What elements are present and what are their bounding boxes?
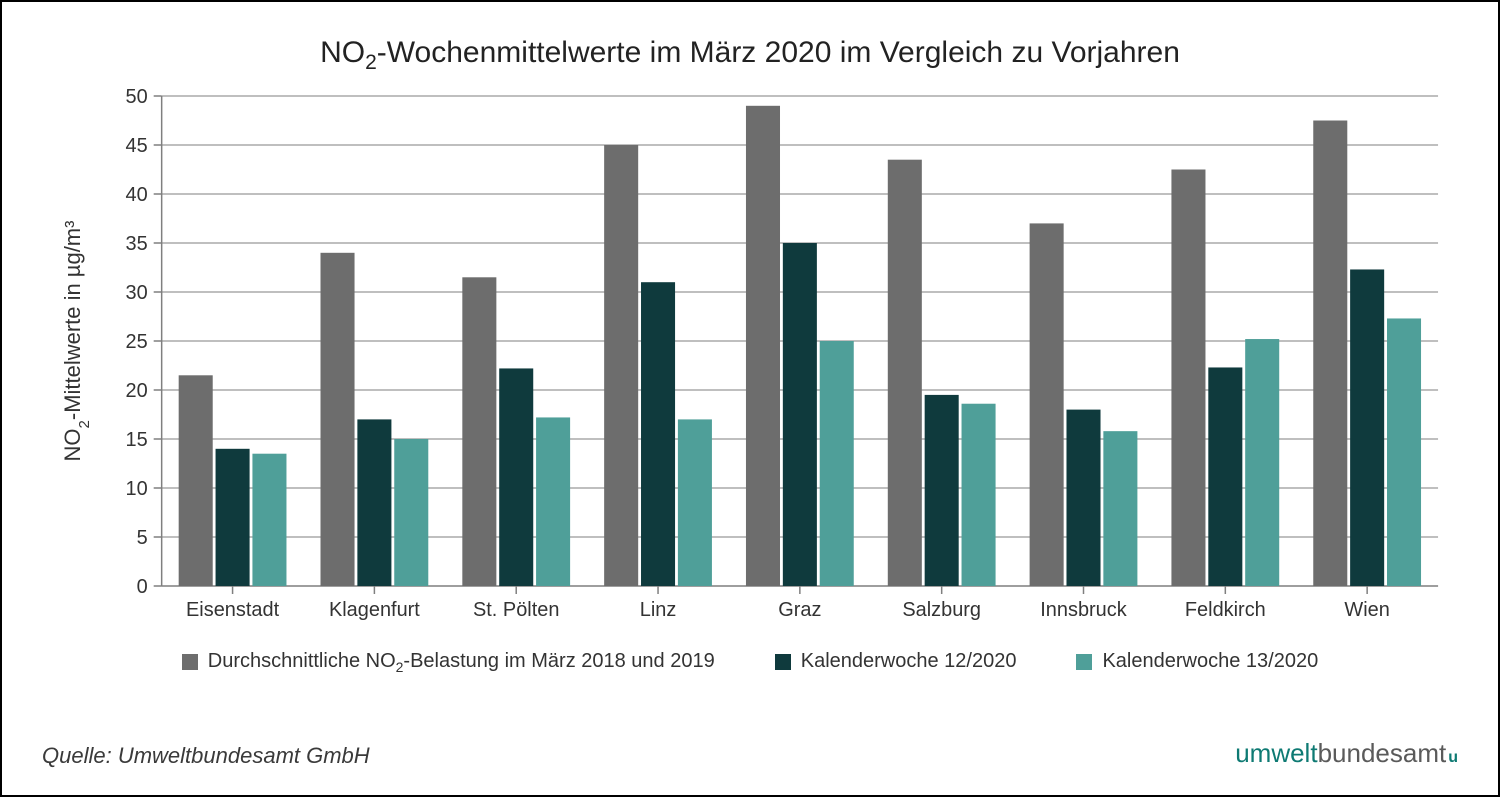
bar <box>1030 223 1064 586</box>
svg-text:Feldkirch: Feldkirch <box>1185 599 1266 621</box>
legend-swatch <box>1076 654 1092 670</box>
title-prefix: NO <box>320 36 365 69</box>
bar <box>1171 170 1205 587</box>
bar <box>888 160 922 586</box>
svg-text:Salzburg: Salzburg <box>902 599 981 621</box>
svg-text:Graz: Graz <box>778 599 821 621</box>
bar <box>536 417 570 586</box>
svg-text:NO2-Mittelwerte in µg/m³: NO2-Mittelwerte in µg/m³ <box>60 221 92 462</box>
bar <box>820 341 854 586</box>
svg-text:Klagenfurt: Klagenfurt <box>329 599 420 621</box>
svg-text:Wien: Wien <box>1344 599 1389 621</box>
bar <box>1103 431 1137 586</box>
svg-text:Eisenstadt: Eisenstadt <box>186 599 280 621</box>
svg-text:35: 35 <box>126 233 148 255</box>
bar <box>357 419 391 586</box>
svg-text:St. Pölten: St. Pölten <box>473 599 559 621</box>
bar <box>1350 269 1384 586</box>
bar <box>1313 121 1347 587</box>
brand-part-1: umwelt <box>1235 738 1317 769</box>
svg-text:20: 20 <box>126 380 148 402</box>
legend-label: Kalenderwoche 13/2020 <box>1102 650 1318 673</box>
bar <box>394 439 428 586</box>
chart-title: NO2-Wochenmittelwerte im März 2020 im Ve… <box>42 36 1458 70</box>
svg-text:0: 0 <box>137 576 148 598</box>
bar <box>1066 410 1100 586</box>
bar <box>962 404 996 586</box>
bar <box>641 282 675 586</box>
bar <box>1387 318 1421 586</box>
legend-item: Durchschnittliche NO2-Belastung im März … <box>182 650 715 673</box>
legend-item: Kalenderwoche 13/2020 <box>1076 650 1318 673</box>
bar <box>321 253 355 586</box>
legend-swatch <box>182 654 198 670</box>
svg-text:50: 50 <box>126 86 148 108</box>
bar <box>604 145 638 586</box>
brand-logo: umweltbundesamtu <box>1235 738 1458 769</box>
chart-frame: NO2-Wochenmittelwerte im März 2020 im Ve… <box>0 0 1500 797</box>
title-sub: 2 <box>365 51 377 74</box>
chart-area: 0 5 10 15 20 25 30 35 40 45 50 NO2-Mittelwerte in µ… <box>42 76 1458 636</box>
legend-label: Durchschnittliche NO2-Belastung im März … <box>208 650 715 673</box>
svg-text:5: 5 <box>137 527 148 549</box>
brand-sup: u <box>1448 749 1458 767</box>
svg-text:Linz: Linz <box>640 599 677 621</box>
svg-text:45: 45 <box>126 135 148 157</box>
bar <box>746 106 780 586</box>
svg-text:10: 10 <box>126 478 148 500</box>
legend-swatch <box>775 654 791 670</box>
legend: Durchschnittliche NO2-Belastung im März … <box>42 650 1458 673</box>
bar <box>1245 339 1279 586</box>
title-suffix: -Wochenmittelwerte im März 2020 im Vergl… <box>377 36 1180 69</box>
bar <box>462 277 496 586</box>
chart-svg: 0 5 10 15 20 25 30 35 40 45 50 NO2-Mittelwerte in µ… <box>42 76 1458 636</box>
brand-part-2: bundesamt <box>1318 738 1447 769</box>
legend-label: Kalenderwoche 12/2020 <box>801 650 1017 673</box>
source-label: Quelle: Umweltbundesamt GmbH <box>42 743 370 769</box>
svg-text:Innsbruck: Innsbruck <box>1040 599 1127 621</box>
bar <box>252 454 286 586</box>
bar <box>1208 367 1242 586</box>
svg-text:25: 25 <box>126 331 148 353</box>
svg-text:30: 30 <box>126 282 148 304</box>
svg-text:40: 40 <box>126 184 148 206</box>
legend-item: Kalenderwoche 12/2020 <box>775 650 1017 673</box>
bar <box>216 449 250 586</box>
bar <box>678 419 712 586</box>
footer: Quelle: Umweltbundesamt GmbH umweltbunde… <box>42 738 1458 769</box>
bar <box>499 368 533 586</box>
bar <box>783 243 817 586</box>
bar <box>179 375 213 586</box>
bar <box>925 395 959 586</box>
svg-text:15: 15 <box>126 429 148 451</box>
